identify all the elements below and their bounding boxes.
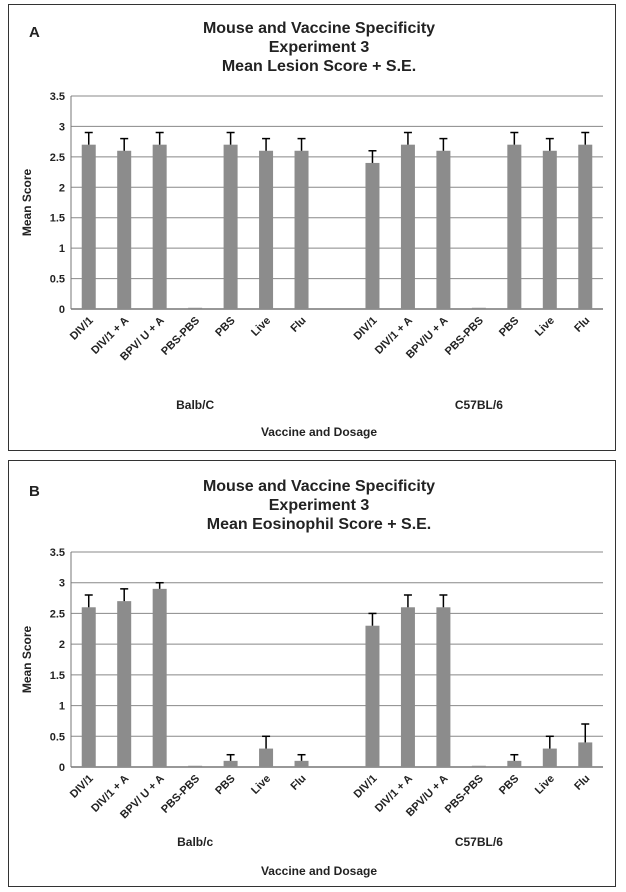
y-tick-label: 0	[59, 304, 65, 316]
bar	[436, 150, 451, 309]
y-axis-label: Mean Score	[20, 625, 34, 693]
y-tick-label: 1.5	[50, 213, 65, 225]
x-tick-label: PBS	[497, 773, 521, 797]
x-tick-label: PBS-PBS	[443, 773, 486, 816]
chart-a: A Mouse and Vaccine Specificity Experiment…	[20, 20, 603, 439]
bar	[223, 760, 238, 767]
y-tick-label: 3	[59, 121, 65, 133]
x-tick-label: Live	[249, 773, 273, 797]
bar	[365, 162, 380, 309]
y-tick-label: 0	[59, 762, 65, 774]
y-tick-label: 0.5	[50, 731, 65, 743]
x-tick-label: PBS	[497, 315, 521, 339]
chart-title-line: Mean Eosinophil Score + S.E.	[207, 516, 432, 533]
bar	[578, 742, 593, 767]
bar	[507, 144, 522, 309]
x-tick-label: Live	[533, 773, 557, 797]
x-tick-label: DIV/1	[352, 773, 380, 801]
y-tick-label: 2.5	[50, 608, 65, 620]
chart-title-line: Experiment 3	[269, 497, 370, 514]
x-tick-label: PBS-PBS	[443, 315, 486, 358]
bar	[117, 150, 132, 309]
x-tick-label: DIV/1	[68, 315, 96, 343]
x-tick-label: PBS-PBS	[159, 773, 202, 816]
x-tick-label: Flu	[572, 773, 592, 793]
panel-b: B Mouse and Vaccine Specificity Experiment…	[8, 460, 616, 887]
x-axis-label: Vaccine and Dosage	[261, 425, 377, 439]
chart-title-line: Mouse and Vaccine Specificity	[203, 478, 435, 495]
bar	[117, 601, 132, 767]
bar	[81, 144, 96, 309]
bar	[471, 765, 486, 767]
bar	[471, 307, 486, 309]
bar	[152, 588, 167, 767]
bar	[294, 150, 309, 309]
bar	[294, 760, 309, 767]
bar	[81, 607, 96, 767]
y-tick-label: 2.5	[50, 152, 65, 164]
panel-a: A Mouse and Vaccine Specificity Experiment…	[8, 4, 616, 451]
x-axis-label: Vaccine and Dosage	[261, 864, 377, 878]
x-tick-label: PBS-PBS	[159, 315, 202, 358]
chart-b: B Mouse and Vaccine Specificity Experiment…	[20, 478, 603, 878]
chart-title-line: Mean Lesion Score + S.E.	[222, 58, 416, 75]
panel-letter: B	[29, 483, 40, 500]
y-tick-label: 0.5	[50, 274, 65, 286]
group-label: Balb/c	[177, 835, 213, 849]
bar	[436, 607, 451, 767]
x-tick-label: PBS	[213, 773, 237, 797]
bar	[188, 765, 203, 767]
bar	[542, 748, 557, 767]
bar	[259, 150, 274, 309]
x-tick-label: Flu	[289, 315, 309, 335]
y-axis-label: Mean Score	[20, 168, 34, 236]
x-tick-label: PBS	[213, 315, 237, 339]
y-tick-label: 1	[59, 243, 65, 255]
x-tick-label: Flu	[289, 773, 309, 793]
x-tick-label: Flu	[572, 315, 592, 335]
y-tick-label: 3.5	[50, 91, 65, 103]
x-tick-label: DIV/1	[352, 315, 380, 343]
group-label: Balb/C	[176, 398, 214, 412]
chart-title-line: Mouse and Vaccine Specificity	[203, 20, 435, 37]
bar	[542, 150, 557, 309]
bar	[365, 625, 380, 767]
x-tick-label: Live	[533, 315, 557, 339]
x-tick-label: Live	[249, 315, 273, 339]
bar	[259, 748, 274, 767]
y-tick-label: 3.5	[50, 547, 65, 559]
bar	[578, 144, 593, 309]
bar	[400, 607, 415, 767]
bar	[152, 144, 167, 309]
group-label: C57BL/6	[455, 835, 503, 849]
chart-title-line: Experiment 3	[269, 39, 370, 56]
group-label: C57BL/6	[455, 398, 503, 412]
y-tick-label: 3	[59, 578, 65, 590]
bar	[188, 307, 203, 309]
bar	[507, 760, 522, 767]
y-tick-label: 2	[59, 639, 65, 651]
bar	[223, 144, 238, 309]
y-tick-label: 1	[59, 701, 65, 713]
y-tick-label: 2	[59, 182, 65, 194]
x-tick-label: DIV/1	[68, 773, 96, 801]
y-tick-label: 1.5	[50, 670, 65, 682]
panel-letter: A	[29, 24, 40, 41]
bar	[400, 144, 415, 309]
